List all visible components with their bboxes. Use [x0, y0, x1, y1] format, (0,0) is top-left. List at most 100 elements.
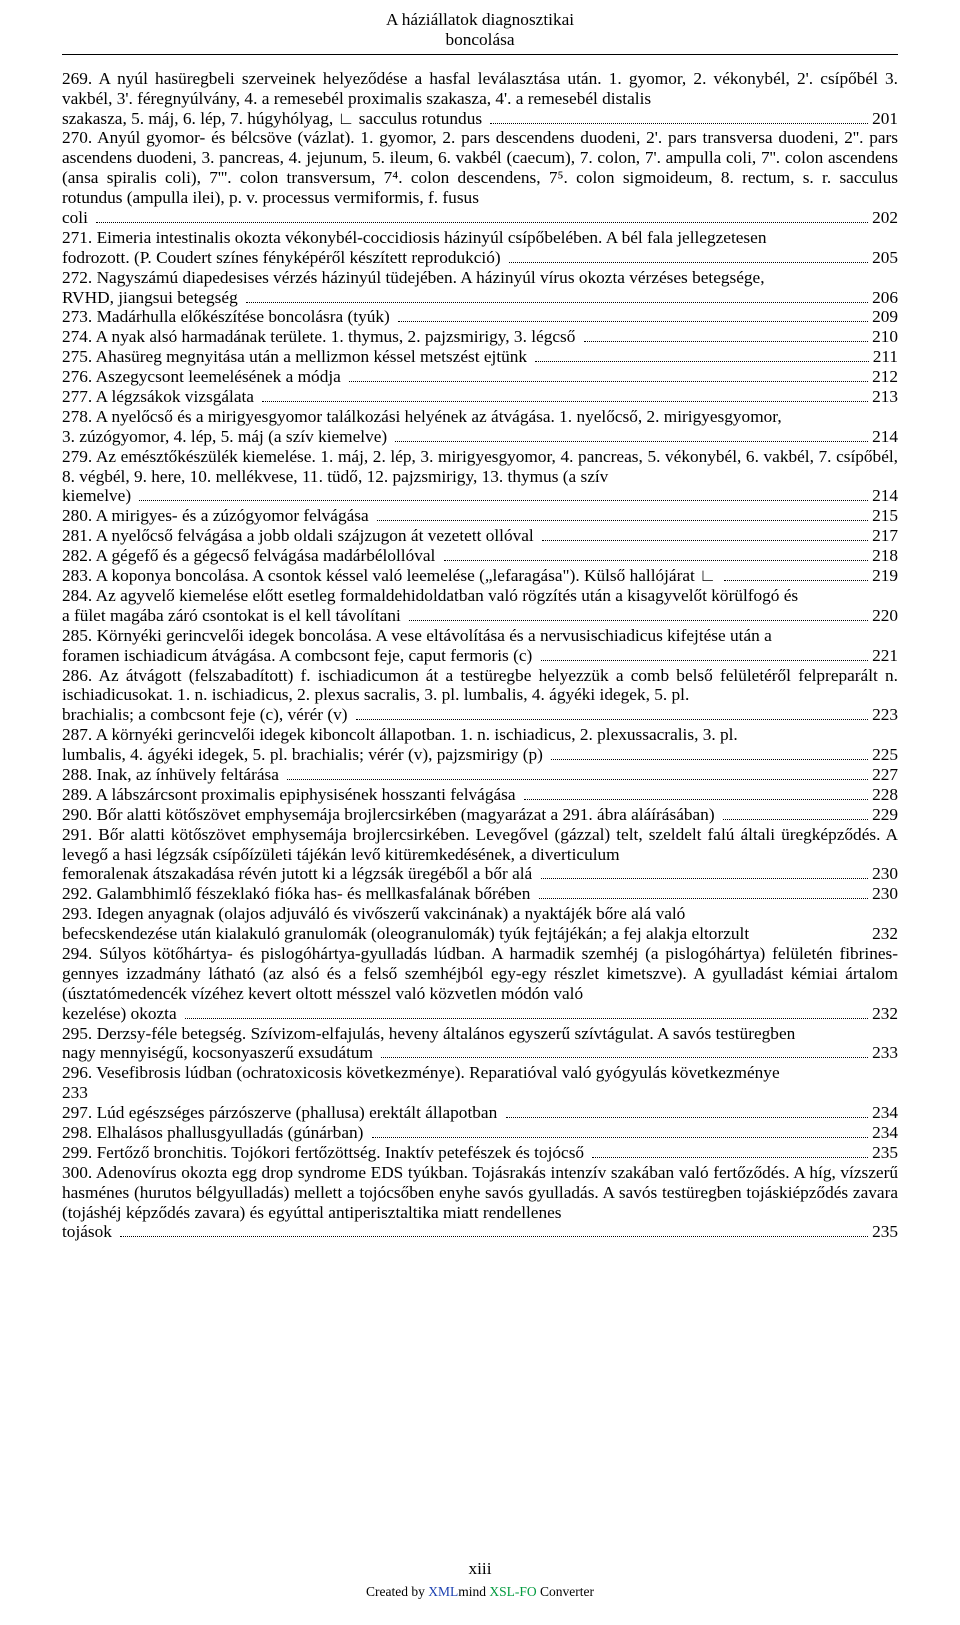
toc-page-number: 210 — [872, 327, 898, 347]
toc-entry: coli 202 — [62, 208, 898, 228]
toc-entry: femoralenak átszakadása révén jutott ki … — [62, 864, 898, 884]
toc-entry-text: 274. A nyak alsó harmadának területe. 1.… — [62, 327, 580, 347]
toc-entry: 274. A nyak alsó harmadának területe. 1.… — [62, 327, 898, 347]
toc-page-number: 229 — [872, 805, 898, 825]
toc-entry: szakasza, 5. máj, 6. lép, 7. húgyhólyag,… — [62, 109, 898, 129]
leader-dots — [287, 770, 868, 780]
toc-page-number: 232 — [872, 1004, 898, 1024]
toc-content: 269. A nyúl hasüregbeli szerveinek helye… — [62, 69, 898, 1243]
toc-entry: 277. A légzsákok vizsgálata 213 — [62, 387, 898, 407]
leader-dots — [139, 492, 868, 502]
credit-prefix: Created by — [366, 1584, 428, 1599]
toc-page-number: 209 — [872, 307, 898, 327]
toc-text-line: 285. Környéki gerincvelői idegek boncolá… — [62, 626, 898, 646]
leader-dots — [542, 532, 868, 542]
toc-entry: 275. Ahasüreg megnyitása után a mellizmo… — [62, 347, 898, 367]
page-header: A háziállatok diagnosztikai boncolása — [62, 10, 898, 50]
toc-entry-text: 288. Inak, az ínhüvely feltárása — [62, 765, 283, 785]
toc-text-line: 279. Az emésztőkészülék kiemelése. 1. má… — [62, 447, 898, 487]
toc-page-number: 228 — [872, 785, 898, 805]
toc-text-line: 291. Bőr alatti kötőszövet emphysemája b… — [62, 825, 898, 865]
toc-entry: tojások 235 — [62, 1222, 898, 1242]
toc-entry: brachialis; a combcsont feje (c), vérér … — [62, 705, 898, 725]
toc-entry-text: 276. Aszegycsont leemelésének a módja — [62, 367, 345, 387]
toc-entry-text: foramen ischiadicum átvágása. A combcson… — [62, 646, 537, 666]
leader-dots — [724, 571, 868, 581]
toc-entry-text: 296. Vesefibrosis lúdban (ochratoxicosis… — [62, 1063, 780, 1083]
toc-entry: befecskendezése után kialakuló granulomá… — [62, 924, 898, 944]
leader-dots — [96, 213, 868, 223]
toc-entry: 289. A lábszárcsont proximalis epiphysis… — [62, 785, 898, 805]
toc-entry-text: 3. zúzógyomor, 4. lép, 5. máj (a szív ki… — [62, 427, 391, 447]
header-title-line1: A háziállatok diagnosztikai — [62, 10, 898, 30]
toc-page-number: 206 — [872, 288, 898, 308]
toc-page-number: 211 — [873, 347, 898, 367]
toc-text-line: 233 — [62, 1083, 898, 1103]
toc-text-line: 300. Adenovírus okozta egg drop syndrome… — [62, 1163, 898, 1223]
leader-dots — [506, 1108, 869, 1118]
toc-entry: 283. A koponya boncolása. A csontok késs… — [62, 566, 898, 586]
toc-entry: 276. Aszegycsont leemelésének a módja 21… — [62, 367, 898, 387]
toc-entry: 280. A mirigyes- és a zúzógyomor felvágá… — [62, 506, 898, 526]
toc-entry-text: RVHD, jiangsui betegség — [62, 288, 242, 308]
toc-entry-text: lumbalis, 4. ágyéki idegek, 5. pl. brach… — [62, 745, 547, 765]
toc-text-line: 271. Eimeria intestinalis okozta vékonyb… — [62, 228, 898, 248]
leader-dots — [524, 790, 868, 800]
leader-dots — [185, 1009, 868, 1019]
credit-mind: mind — [458, 1584, 489, 1599]
toc-entry: 281. A nyelőcső felvágása a jobb oldali … — [62, 526, 898, 546]
toc-page-number: 221 — [872, 646, 898, 666]
toc-entry-text: kezelése) okozta — [62, 1004, 181, 1024]
toc-page-number: 220 — [872, 606, 898, 626]
toc-page-number: 217 — [872, 526, 898, 546]
toc-page-number: 235 — [872, 1222, 898, 1242]
toc-page-number: 234 — [872, 1103, 898, 1123]
toc-text-line: 293. Idegen anyagnak (olajos adjuváló és… — [62, 904, 898, 924]
toc-entry-text: 297. Lúd egészséges párzószerve (phallus… — [62, 1103, 502, 1123]
toc-entry: nagy mennyiségű, kocsonyaszerű exsudátum… — [62, 1043, 898, 1063]
leader-dots — [723, 810, 868, 820]
leader-dots — [398, 313, 868, 323]
toc-text-line: 287. A környéki gerincvelői idegek kibon… — [62, 725, 898, 745]
leader-dots — [120, 1228, 868, 1238]
toc-entry: 290. Bőr alatti kötőszövet emphysemája b… — [62, 805, 898, 825]
leader-dots — [509, 253, 868, 263]
leader-dots — [551, 750, 868, 760]
toc-page-number: 230 — [872, 864, 898, 884]
leader-dots — [592, 1148, 868, 1158]
toc-entry: 299. Fertőző bronchitis. Tojókori fertőz… — [62, 1143, 898, 1163]
leader-dots — [377, 512, 868, 522]
toc-entry-text: 275. Ahasüreg megnyitása után a mellizmo… — [62, 347, 531, 367]
toc-entry: kiemelve) 214 — [62, 486, 898, 506]
toc-page-number: 218 — [872, 546, 898, 566]
toc-page-number: 233 — [872, 1043, 898, 1063]
toc-entry-text: 292. Galambhimlő fészeklakó fióka has- é… — [62, 884, 535, 904]
leader-dots — [372, 1128, 868, 1138]
toc-page-number: 201 — [872, 109, 898, 129]
toc-entry: 298. Elhalásos phallusgyulladás (gúnárba… — [62, 1123, 898, 1143]
toc-entry: 292. Galambhimlő fészeklakó fióka has- é… — [62, 884, 898, 904]
leader-dots — [584, 333, 868, 343]
credit-suffix: Converter — [537, 1584, 594, 1599]
leader-dots — [409, 611, 868, 621]
leader-dots — [541, 870, 869, 880]
leader-dots — [356, 711, 868, 721]
leader-dots — [395, 432, 868, 442]
toc-entry: 288. Inak, az ínhüvely feltárása 227 — [62, 765, 898, 785]
toc-entry-text: fodrozott. (P. Coudert színes fényképérő… — [62, 248, 505, 268]
toc-page-number: 214 — [872, 486, 898, 506]
leader-dots — [535, 353, 868, 363]
toc-entry-text: 283. A koponya boncolása. A csontok késs… — [62, 566, 720, 586]
toc-entry: kezelése) okozta 232 — [62, 1004, 898, 1024]
leader-dots — [262, 392, 868, 402]
toc-entry: 296. Vesefibrosis lúdban (ochratoxicosis… — [62, 1063, 898, 1083]
page-number-roman: xiii — [0, 1559, 960, 1579]
toc-text-line: 278. A nyelőcső és a mirigyesgyomor talá… — [62, 407, 898, 427]
credit-fo: XSL-FO — [489, 1584, 536, 1599]
leader-dots — [490, 114, 868, 124]
toc-entry-text: 290. Bőr alatti kötőszövet emphysemája b… — [62, 805, 719, 825]
toc-entry-text: 281. A nyelőcső felvágása a jobb oldali … — [62, 526, 538, 546]
toc-entry: fodrozott. (P. Coudert színes fényképérő… — [62, 248, 898, 268]
document-page: A háziállatok diagnosztikai boncolása 26… — [0, 0, 960, 1242]
toc-page-number: 212 — [872, 367, 898, 387]
